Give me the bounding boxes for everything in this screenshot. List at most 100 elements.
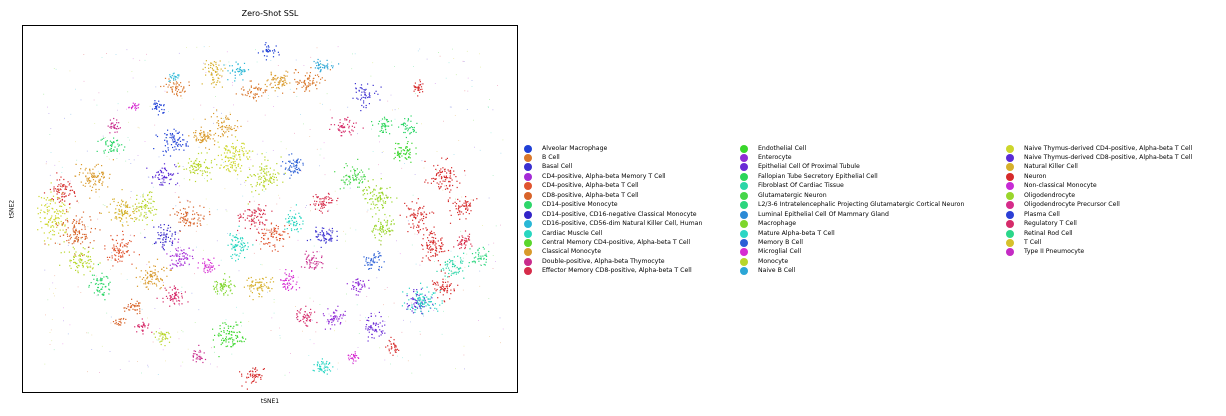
scatter-point [406,142,408,145]
scatter-point [198,139,200,141]
scatter-point [54,275,56,277]
scatter-point [377,197,379,199]
scatter-point [118,324,120,326]
scatter-point [171,75,173,77]
scatter-point [226,51,228,53]
scatter-point [170,296,172,298]
scatter-point [428,301,430,303]
scatter-point [155,102,157,104]
scatter-point [266,229,268,231]
scatter-point [47,106,48,108]
scatter-point [186,214,188,216]
scatter-point [282,83,284,85]
scatter-point [440,251,442,253]
scatter-point [422,207,424,209]
scatter-point [316,236,318,238]
scatter-point [118,249,120,251]
scatter-point [249,370,252,372]
scatter-point [277,228,279,230]
scatter-point [75,251,77,253]
scatter-point [356,282,358,284]
scatter-point [175,184,177,186]
scatter-point [181,295,183,297]
scatter-point [184,257,186,259]
scatter-point [136,309,138,311]
scatter-point [284,279,286,281]
scatter-point [225,148,227,150]
scatter-point [331,232,333,234]
scatter-point [427,245,429,247]
scatter-point [47,210,49,213]
scatter-point [432,241,434,243]
scatter-point [462,205,464,207]
scatter-point [406,295,408,297]
scatter-point [357,173,359,175]
scatter-point [156,285,158,287]
scatter-point [322,203,324,205]
scatter-point [443,176,446,178]
scatter-point [247,246,249,248]
scatter-point [303,317,305,319]
scatter-point [273,49,275,51]
scatter-point [127,306,129,308]
scatter-point [430,232,433,234]
scatter-point [437,172,439,174]
scatter-point [468,233,471,235]
scatter-point [444,250,446,252]
scatter-point [231,134,233,136]
scatter-point [217,290,219,293]
scatter-point [138,324,140,326]
scatter-point [111,255,113,257]
scatter-point [295,204,297,206]
scatter-point [171,233,173,235]
scatter-point [232,247,234,249]
scatter-point [346,165,348,167]
scatter-point [203,215,205,217]
scatter-point [453,174,455,176]
scatter-point [221,125,224,127]
scatter-point [305,316,307,318]
scatter-point [161,340,163,342]
scatter-point [262,285,264,288]
scatter-point [458,270,460,273]
scatter-point [40,209,42,211]
scatter-point [442,281,444,283]
scatter-point [155,213,157,215]
scatter-point [48,232,50,234]
scatter-point [250,215,252,217]
scatter-point [66,186,68,188]
scatter-point [112,150,114,152]
scatter-point [248,209,250,211]
scatter-point [230,161,232,163]
scatter-point [73,248,75,250]
scatter-point [399,160,401,162]
scatter-point [210,160,213,162]
scatter-point [287,169,289,171]
scatter-point [355,360,357,362]
scatter-point [82,265,84,267]
scatter-point [109,140,111,142]
scatter-point [130,163,132,164]
scatter-point [228,169,230,171]
scatter-point [43,211,45,213]
scatter-point [330,124,332,126]
scatter-point [293,217,295,219]
scatter-point [365,107,367,109]
scatter-point [375,195,378,197]
scatter-point [86,262,88,264]
scatter-point [339,314,342,316]
scatter-point [186,141,188,143]
scatter-point [261,153,263,155]
scatter-point [80,164,83,166]
scatter-point [207,167,209,170]
scatter-point [187,200,189,202]
scatter-point [44,243,46,245]
scatter-point [436,182,438,184]
scatter-point [358,281,360,283]
scatter-point [203,268,205,270]
scatter-point [319,367,322,369]
scatter-point [197,267,199,269]
scatter-point [434,292,436,294]
scatter-point [229,72,231,74]
scatter-point [441,170,443,172]
